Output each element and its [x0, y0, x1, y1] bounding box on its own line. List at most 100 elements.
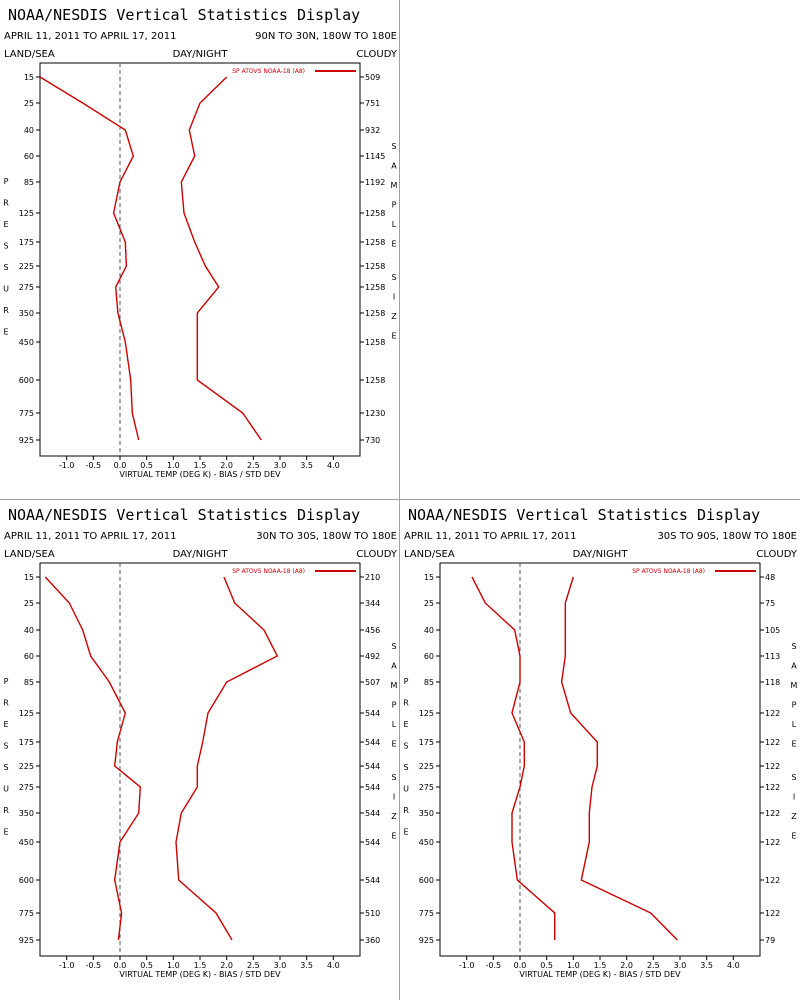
sample-size-label: 544	[365, 762, 380, 771]
x-tick-label: 2.0	[620, 961, 633, 970]
left-header: LAND/SEA	[4, 49, 55, 60]
pressure-label: 925	[19, 936, 34, 945]
region-label: 30N TO 30S, 180W TO 180E	[256, 531, 397, 542]
ylabel-letter: U	[3, 285, 9, 294]
x-axis-label: VIRTUAL TEMP (DEG K) - BIAS / STD DEV	[119, 470, 281, 479]
x-tick-label: 3.5	[300, 461, 313, 470]
sample-size-label: 122	[765, 909, 780, 918]
x-tick-label: 2.5	[647, 961, 660, 970]
pressure-label: 40	[24, 126, 34, 135]
x-tick-label: 3.5	[300, 961, 313, 970]
pressure-label: 275	[19, 283, 34, 292]
sample-size-label: 118	[765, 678, 780, 687]
pressure-label: 125	[19, 709, 34, 718]
sample-size-label: 456	[365, 626, 380, 635]
x-tick-label: 0.0	[514, 961, 527, 970]
ylabel-letter: E	[3, 720, 8, 729]
sample-size-label: 932	[365, 126, 380, 135]
pressure-label: 60	[24, 152, 34, 161]
sample-size-label: 510	[365, 909, 380, 918]
x-tick-label: 3.0	[674, 961, 687, 970]
right-axis-letter: P	[792, 701, 797, 710]
x-tick-label: -1.0	[59, 461, 75, 470]
sample-size-label: 122	[765, 762, 780, 771]
chart-svg: NOAA/NESDIS Vertical Statistics Display A…	[403, 506, 798, 979]
right-axis-letter: Z	[391, 312, 397, 321]
sample-size-label: 492	[365, 652, 380, 661]
pressure-label: 350	[19, 809, 34, 818]
sample-size-label: 79	[765, 936, 775, 945]
ylabel-letter: R	[3, 199, 9, 208]
sample-size-label: 544	[365, 809, 380, 818]
std-dev-line	[180, 76, 262, 441]
pressure-label: 85	[24, 678, 34, 687]
pressure-label: 25	[24, 599, 34, 608]
ylabel-letter: S	[3, 763, 8, 772]
pressure-label: 15	[424, 573, 434, 582]
right-axis-letter: I	[393, 793, 395, 802]
right-axis-letter: P	[392, 701, 397, 710]
ylabel-letter: E	[3, 828, 8, 837]
x-tick-label: -1.0	[59, 961, 75, 970]
ylabel-letter: U	[403, 785, 409, 794]
sample-size-label: 1258	[365, 238, 385, 247]
sample-size-label: 1230	[365, 409, 385, 418]
pressure-label: 40	[24, 626, 34, 635]
left-header: LAND/SEA	[404, 549, 455, 560]
x-tick-label: 1.0	[167, 461, 180, 470]
pressure-label: 60	[24, 652, 34, 661]
right-header: CLOUDY	[356, 49, 398, 60]
sample-size-label: 1258	[365, 376, 385, 385]
sample-size-label: 1258	[365, 209, 385, 218]
x-axis-label: VIRTUAL TEMP (DEG K) - BIAS / STD DEV	[119, 970, 281, 979]
pressure-label: 175	[19, 238, 34, 247]
date-range: APRIL 11, 2011 TO APRIL 17, 2011	[4, 31, 176, 42]
chart-svg: NOAA/NESDIS Vertical Statistics Display A…	[3, 506, 398, 979]
sample-size-label: 1258	[365, 309, 385, 318]
sample-size-label: 210	[365, 573, 380, 582]
pressure-label: 600	[19, 376, 34, 385]
x-tick-label: 2.0	[220, 461, 233, 470]
right-axis-letter: A	[391, 662, 397, 671]
pressure-label: 85	[424, 678, 434, 687]
x-tick-label: -1.0	[459, 961, 475, 970]
right-axis-letter: E	[391, 332, 396, 341]
ylabel-letter: S	[403, 763, 408, 772]
x-tick-label: 0.5	[140, 961, 153, 970]
center-header: DAY/NIGHT	[573, 549, 629, 560]
right-axis-letter: E	[391, 740, 396, 749]
x-tick-label: 0.0	[114, 461, 127, 470]
ylabel-letter: U	[3, 785, 9, 794]
bias-line	[471, 576, 556, 940]
pressure-label: 225	[19, 262, 34, 271]
sample-size-label: 122	[765, 738, 780, 747]
date-range: APRIL 11, 2011 TO APRIL 17, 2011	[4, 531, 176, 542]
pressure-label: 275	[19, 783, 34, 792]
horizontal-divider	[0, 499, 800, 500]
chart-svg: NOAA/NESDIS Vertical Statistics Display A…	[3, 6, 398, 479]
right-axis-letter: Z	[791, 812, 797, 821]
sample-size-label: 344	[365, 599, 380, 608]
x-tick-label: -0.5	[486, 961, 502, 970]
center-header: DAY/NIGHT	[173, 549, 229, 560]
pressure-label: 925	[419, 936, 434, 945]
pressure-label: 60	[424, 652, 434, 661]
right-axis-letter: P	[392, 201, 397, 210]
pressure-label: 350	[19, 309, 34, 318]
ylabel-letter: R	[403, 806, 409, 815]
x-tick-label: 3.0	[274, 461, 287, 470]
sample-size-label: 544	[365, 783, 380, 792]
chart-panel-tropics: NOAA/NESDIS Vertical Statistics Display A…	[0, 500, 400, 1000]
x-tick-label: 0.5	[540, 961, 553, 970]
sample-size-label: 122	[765, 709, 780, 718]
pressure-label: 350	[419, 809, 434, 818]
pressure-label: 775	[419, 909, 434, 918]
left-header: LAND/SEA	[4, 549, 55, 560]
ylabel-letter: R	[403, 699, 409, 708]
right-axis-letter: L	[392, 720, 397, 729]
right-axis-letter: E	[791, 740, 796, 749]
right-header: CLOUDY	[756, 549, 798, 560]
pressure-label: 225	[419, 762, 434, 771]
x-tick-label: 4.0	[327, 961, 340, 970]
x-tick-label: 2.0	[220, 961, 233, 970]
